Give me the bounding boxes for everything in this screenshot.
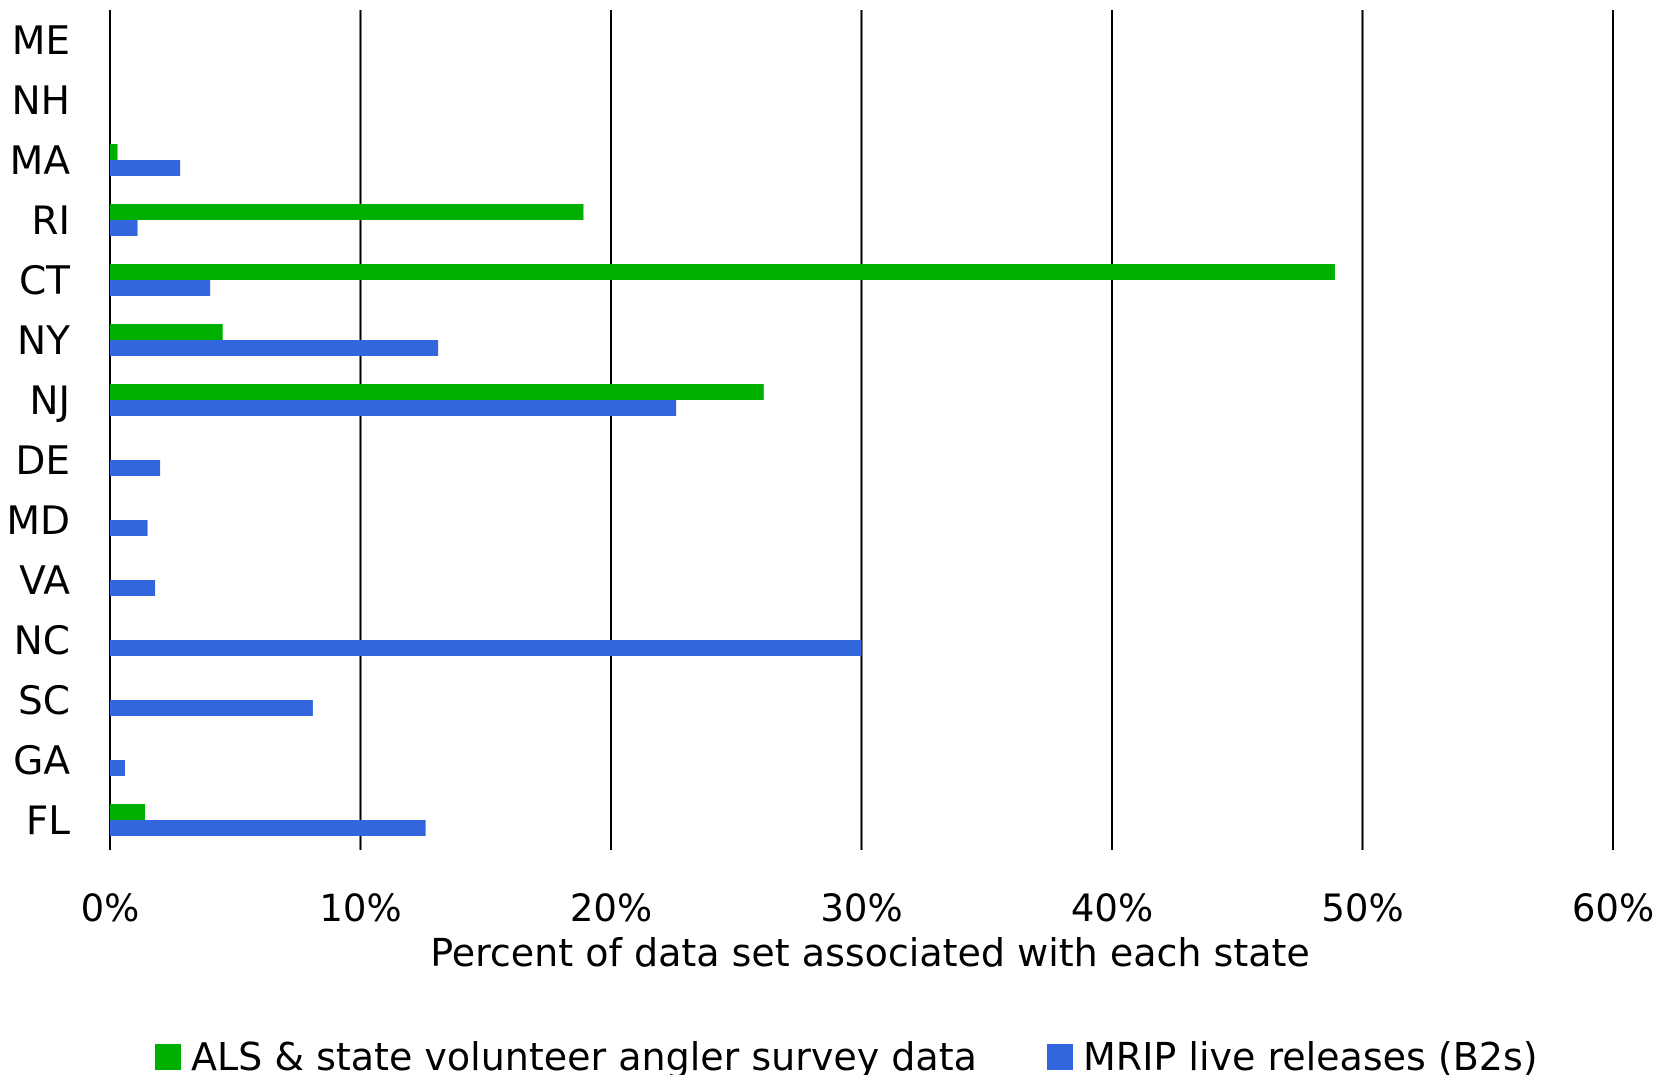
legend-label: ALS & state volunteer angler survey data [191, 1035, 977, 1075]
legend-label: MRIP live releases (B2s) [1083, 1035, 1538, 1075]
legend-swatch [1047, 1044, 1073, 1070]
category-label: CT [19, 259, 70, 304]
category-label: NJ [29, 379, 70, 424]
category-label: MD [6, 499, 70, 544]
category-label: NH [12, 79, 71, 124]
legend-swatch [155, 1044, 181, 1070]
bar [110, 460, 161, 476]
bar [110, 280, 211, 296]
category-label: MA [10, 139, 71, 184]
bar [110, 340, 439, 356]
bar [110, 220, 138, 236]
x-tick-label: 0% [81, 887, 140, 930]
category-label: NC [14, 619, 70, 664]
x-tick-label: 30% [820, 887, 902, 930]
bar [110, 204, 584, 220]
category-label: ME [12, 19, 70, 64]
x-tick-label: 40% [1071, 887, 1153, 930]
bar [110, 384, 764, 400]
category-label: DE [15, 439, 70, 484]
category-label: NY [17, 319, 70, 364]
bar [110, 700, 313, 716]
vertical-gridlines [109, 10, 1614, 850]
x-tick-label: 50% [1321, 887, 1403, 930]
category-label: SC [18, 679, 70, 724]
category-label: VA [19, 559, 70, 604]
legend: ALS & state volunteer angler survey data… [155, 1035, 1538, 1075]
x-tick-label: 20% [570, 887, 652, 930]
value-axis: 0% 10% 20% 30% 40% 50% 60% [81, 887, 1654, 930]
bar [110, 324, 223, 340]
bar [110, 160, 181, 176]
category-label: GA [13, 739, 70, 784]
category-label: FL [26, 799, 70, 844]
category-label: RI [31, 199, 70, 244]
bar [110, 760, 126, 776]
bar [110, 144, 118, 160]
bar [110, 264, 1335, 280]
bar [110, 400, 677, 416]
x-axis-label: Percent of data set associated with each… [430, 931, 1310, 975]
bar [110, 580, 156, 596]
bar [110, 520, 148, 536]
x-tick-label: 10% [319, 887, 401, 930]
bar [110, 820, 426, 836]
x-tick-label: 60% [1572, 887, 1654, 930]
category-axis: ME NH MA RI CT NY NJ DE MD VA NC SC GA FL [6, 19, 70, 844]
bars [110, 144, 1335, 836]
bar [110, 804, 146, 820]
bar [110, 640, 862, 656]
